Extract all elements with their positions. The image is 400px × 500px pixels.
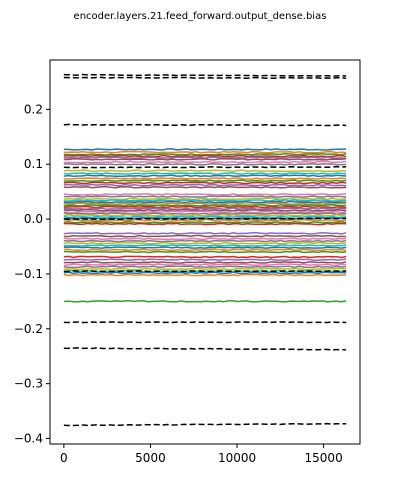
dashed-series-line [63, 123, 347, 127]
series-line [63, 195, 347, 198]
series-line [63, 181, 347, 185]
series-line [63, 222, 347, 226]
dashed-series-line [63, 321, 347, 324]
y-tick-label: −0.2 [14, 322, 43, 336]
series-line [63, 261, 347, 264]
series-line [63, 172, 347, 175]
y-tick-label: 0.0 [24, 212, 43, 226]
x-tick-label: 10000 [218, 451, 256, 465]
x-axis: 0 5000 10000 15000 [60, 444, 343, 465]
series-line [63, 239, 347, 243]
x-tick-label: 15000 [305, 451, 343, 465]
dashed-series-line [63, 217, 347, 221]
series-line [63, 193, 347, 196]
series-line [63, 177, 347, 180]
dashed-series-line [63, 76, 347, 80]
series-line [63, 232, 347, 235]
series-line [63, 241, 347, 245]
series-line [63, 156, 347, 159]
series-line [63, 271, 347, 275]
y-tick-label: 0.1 [24, 157, 43, 171]
series-line [63, 148, 347, 151]
series-line [63, 300, 347, 303]
series-line [63, 221, 347, 224]
series-line [63, 213, 347, 217]
series-line [63, 255, 347, 259]
chart-title: encoder.layers.21.feed_forward.output_de… [74, 11, 327, 22]
series-line [63, 207, 347, 210]
series-line [63, 205, 347, 209]
dashed-series-line [63, 422, 347, 427]
series-line [63, 150, 347, 154]
series-line [63, 267, 347, 271]
series-line [63, 154, 347, 158]
dashed-series-line [63, 73, 347, 77]
series-line [63, 199, 347, 202]
series-line [63, 237, 347, 241]
y-tick-label: −0.1 [14, 267, 43, 281]
y-tick-label: 0.2 [24, 102, 43, 116]
x-tick-label: 5000 [135, 451, 166, 465]
y-tick-label: −0.4 [14, 432, 43, 446]
series-line [63, 269, 347, 273]
series-line [63, 263, 347, 266]
series-line [63, 204, 347, 207]
series-line [63, 185, 347, 189]
axes-frame [49, 59, 361, 445]
series-line [63, 246, 347, 249]
series-line [63, 210, 347, 214]
series-line [63, 273, 347, 277]
series-line [63, 234, 347, 238]
series-line [63, 208, 347, 212]
series-line [63, 248, 347, 252]
dashed-series-line [63, 270, 347, 273]
series-line [63, 218, 347, 222]
series-line [63, 200, 347, 204]
series-line [63, 244, 347, 247]
series-line [63, 179, 347, 183]
x-tick-label: 0 [60, 451, 68, 465]
series-line [63, 162, 347, 166]
series-line [63, 153, 347, 156]
series-line [63, 160, 347, 164]
series-line [63, 265, 347, 269]
series-line [63, 202, 347, 206]
series-line [63, 169, 347, 173]
series-line [63, 258, 347, 262]
series-line [63, 250, 347, 254]
dashed-series-line [63, 347, 347, 351]
series-line [63, 174, 347, 178]
y-axis: 0.2 0.1 0.0 −0.1 −0.2 −0.3 −0.4 [14, 102, 50, 446]
y-tick-label: −0.3 [14, 377, 43, 391]
series-line [63, 183, 347, 187]
series-line [63, 212, 347, 215]
plot-area [63, 73, 347, 427]
series-line [63, 157, 347, 161]
dashed-series-line [63, 165, 347, 169]
series-line [63, 215, 347, 219]
